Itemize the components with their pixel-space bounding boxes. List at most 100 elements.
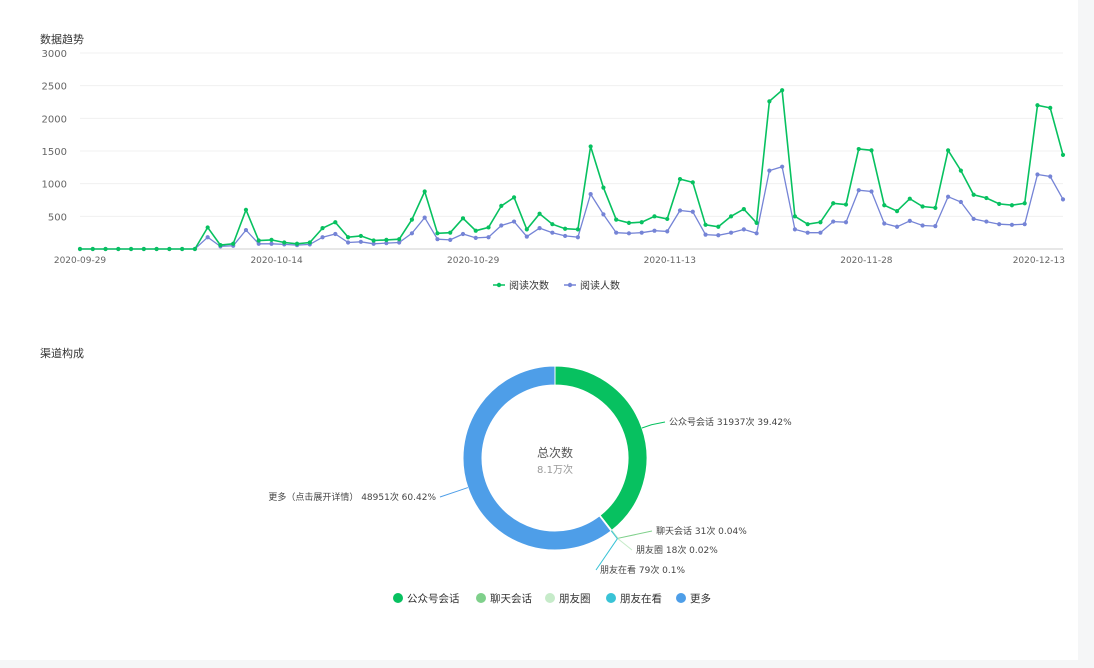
data-point — [614, 230, 619, 235]
series-line-reads — [80, 88, 1064, 250]
data-point — [167, 246, 172, 252]
data-point — [473, 228, 478, 233]
legend-dot — [393, 593, 403, 603]
pie-slice-label: 朋友圈 18次 0.02% — [636, 544, 718, 556]
data-point — [1009, 203, 1015, 208]
data-point — [269, 237, 274, 242]
data-point — [460, 216, 466, 221]
legend-dot — [545, 593, 555, 603]
pie-label-line — [595, 530, 618, 571]
data-point — [614, 217, 619, 222]
data-point — [499, 223, 504, 228]
data-point — [690, 209, 695, 214]
data-point — [882, 221, 887, 226]
data-point — [971, 192, 976, 197]
data-point — [792, 214, 798, 219]
data-point — [716, 224, 721, 229]
data-point — [652, 214, 657, 219]
data-point — [997, 222, 1002, 227]
trend-section-title: 数据趋势 — [40, 33, 84, 46]
data-point — [894, 209, 900, 214]
data-point — [103, 246, 108, 252]
data-point — [894, 224, 900, 229]
data-point — [741, 207, 746, 212]
data-point — [1048, 105, 1053, 110]
data-point — [907, 218, 912, 224]
data-point — [716, 233, 721, 238]
data-point — [486, 235, 491, 240]
data-point — [243, 227, 249, 233]
data-point — [1022, 201, 1027, 206]
data-point — [563, 226, 568, 231]
data-point — [205, 225, 210, 230]
data-point — [1048, 174, 1053, 179]
data-point — [90, 246, 95, 252]
data-point — [882, 203, 887, 208]
x-tick-label: 2020-11-28 — [840, 256, 893, 266]
data-point — [805, 222, 810, 227]
y-tick-label: 500 — [48, 212, 67, 223]
data-point — [703, 232, 708, 237]
data-point — [486, 225, 491, 230]
data-point — [409, 217, 415, 222]
legend-marker — [567, 282, 573, 288]
legend-label: 阅读人数 — [580, 279, 620, 292]
data-point — [754, 220, 759, 225]
data-point — [728, 230, 734, 235]
data-point — [269, 241, 274, 246]
x-tick-label: 2020-11-13 — [644, 256, 696, 266]
data-point — [537, 211, 542, 216]
pie-label-line — [641, 421, 666, 429]
data-point — [856, 146, 861, 152]
data-point — [652, 228, 657, 233]
y-tick-label: 2000 — [42, 114, 67, 125]
data-point — [1022, 222, 1027, 227]
data-point — [77, 246, 83, 252]
data-point — [639, 230, 644, 235]
data-point — [231, 241, 236, 246]
data-point — [984, 219, 989, 224]
data-point — [294, 241, 300, 246]
data-point — [856, 188, 861, 193]
data-point — [409, 231, 415, 236]
y-tick-label: 1000 — [42, 180, 67, 191]
data-point — [320, 225, 325, 231]
data-point — [575, 235, 580, 240]
data-point — [511, 195, 517, 200]
data-point — [422, 189, 427, 194]
legend-label: 更多 — [690, 592, 711, 605]
y-tick-label: 3000 — [42, 49, 67, 60]
trend-line-chart[interactable]: 500 1000 1500 2000 2500 3000 2020-09-29 2020-10… — [0, 0, 1078, 300]
x-tick-label: 2020-12-13 — [1013, 256, 1065, 266]
data-point — [703, 222, 708, 227]
data-point — [128, 246, 134, 252]
data-point — [741, 227, 746, 232]
data-point — [192, 246, 197, 252]
data-point — [601, 185, 606, 190]
data-point — [205, 235, 210, 240]
data-point — [243, 207, 249, 212]
data-point — [677, 208, 683, 213]
data-point — [345, 235, 351, 240]
data-point — [384, 241, 389, 246]
pie-slice-label: 更多（点击展开详情） 48951次 60.42% — [268, 491, 436, 503]
data-point — [460, 231, 466, 237]
data-point — [1035, 172, 1040, 177]
data-point — [448, 237, 453, 242]
data-point — [499, 203, 504, 208]
data-point — [971, 216, 976, 222]
data-point — [563, 233, 568, 239]
data-point — [256, 238, 261, 243]
data-point — [831, 219, 836, 224]
data-point — [933, 205, 938, 210]
data-point — [818, 230, 823, 235]
channel-donut-chart[interactable]: 总次数 8.1万次 公众号会话 31937次 39.42% 聊天会话 31次 0.04… — [0, 340, 1078, 630]
data-point — [728, 214, 734, 219]
series-line-readers — [80, 165, 1064, 250]
data-point — [831, 201, 836, 206]
legend-marker — [496, 282, 502, 288]
data-point — [473, 235, 478, 240]
data-point — [537, 225, 542, 231]
data-point — [256, 241, 261, 246]
data-point — [371, 241, 376, 246]
